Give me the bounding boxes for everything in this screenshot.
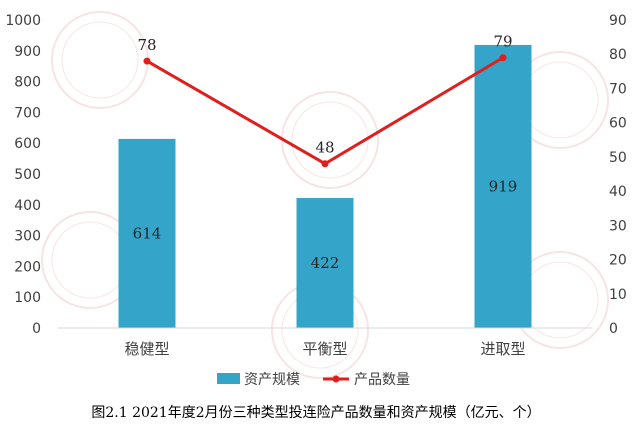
watermark [41, 11, 609, 379]
bar-series: 614 422 919 [118, 44, 532, 328]
bar [118, 138, 176, 328]
right-axis-tick-label: 70 [609, 81, 627, 97]
bar-data-label: 919 [489, 177, 518, 195]
line-point [143, 57, 151, 65]
line-data-label: 48 [315, 139, 334, 157]
bar-data-label: 614 [133, 224, 162, 242]
bar-data-label: 422 [311, 254, 340, 272]
right-axis: 0 10 20 30 40 50 60 70 80 90 [609, 13, 627, 337]
legend: 资产规模 产品数量 [217, 372, 410, 388]
legend-label: 产品数量 [354, 372, 410, 388]
left-axis-tick-label: 1000 [5, 13, 41, 29]
line-data-label: 79 [493, 33, 512, 51]
left-axis-tick-label: 500 [14, 167, 41, 183]
left-axis-tick-label: 300 [14, 229, 41, 245]
bar [474, 44, 532, 328]
left-axis-tick-label: 600 [14, 136, 41, 152]
line-point [499, 54, 507, 62]
right-axis-tick-label: 20 [609, 253, 627, 269]
right-axis-tick-label: 40 [609, 184, 627, 200]
line-point [321, 160, 329, 168]
legend-swatch-marker [332, 375, 340, 383]
right-axis-tick-label: 80 [609, 47, 627, 63]
right-axis-tick-label: 90 [609, 13, 627, 29]
left-axis-tick-label: 200 [14, 259, 41, 275]
bar [296, 198, 354, 328]
right-axis-tick-label: 50 [609, 150, 627, 166]
legend-swatch-bar [217, 373, 240, 384]
line-series: 78 48 79 [137, 33, 513, 168]
category-tick-label: 稳健型 [124, 340, 169, 358]
right-axis-tick-label: 60 [609, 116, 627, 132]
left-axis-tick-label: 800 [14, 75, 41, 91]
left-axis-tick-label: 0 [32, 321, 41, 337]
category-tick-label: 进取型 [480, 340, 525, 358]
left-axis-tick-label: 100 [14, 290, 41, 306]
right-axis-tick-label: 10 [609, 287, 627, 303]
left-axis: 0 100 200 300 400 500 600 700 800 900 1000 [5, 13, 41, 337]
legend-label: 资产规模 [244, 372, 300, 388]
left-axis-tick-label: 400 [14, 198, 41, 214]
chart-caption: 图2.1 2021年度2月份三种类型投连险产品数量和资产规模（亿元、个） [91, 405, 541, 421]
left-axis-tick-label: 900 [14, 44, 41, 60]
category-tick-label: 平衡型 [302, 340, 347, 358]
line-data-label: 78 [137, 36, 156, 54]
left-axis-tick-label: 700 [14, 105, 41, 121]
right-axis-tick-label: 0 [609, 321, 618, 337]
right-axis-tick-label: 30 [609, 218, 627, 234]
category-axis: 稳健型 平衡型 进取型 [58, 327, 592, 358]
